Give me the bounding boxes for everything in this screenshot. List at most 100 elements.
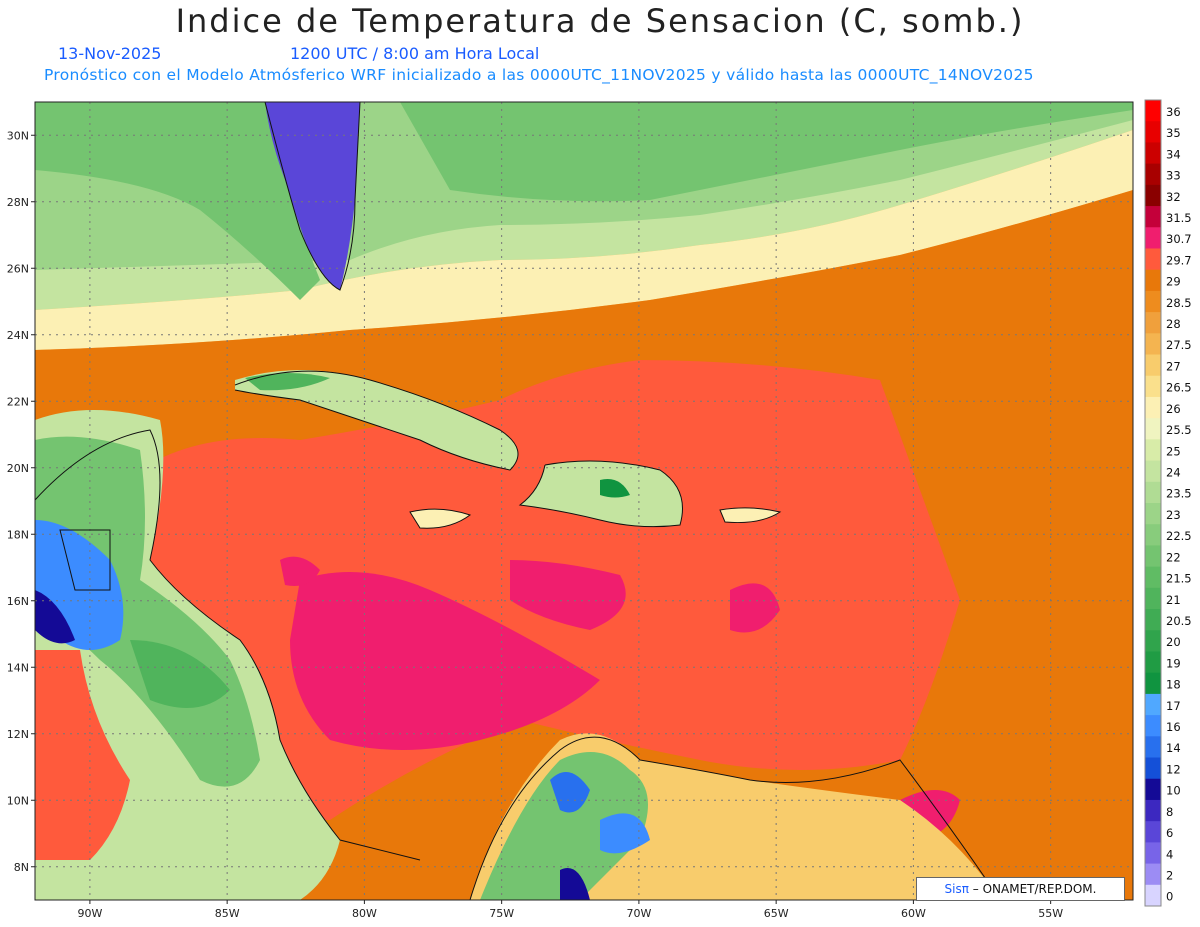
latitude-ticks: 30N 28N 26N 24N 22N 20N 18N 16N 14N 12N 10N 8N (7, 129, 35, 874)
lat-label: 14N (7, 661, 29, 674)
colorbar-swatch (1145, 587, 1161, 610)
colorbar-label: 35 (1166, 126, 1181, 140)
lon-label: 60W (901, 907, 926, 920)
colorbar-swatch (1145, 460, 1161, 483)
colorbar-swatch (1145, 778, 1161, 801)
colorbar-swatch (1145, 121, 1161, 143)
lat-label: 18N (7, 528, 29, 541)
colorbar-label: 28 (1166, 317, 1181, 331)
colorbar-swatch (1145, 354, 1161, 377)
lon-label: 90W (77, 907, 102, 920)
colorbar-label: 24 (1166, 465, 1181, 479)
credit-box: Sisπ – ONAMET/REP.DOM. (916, 877, 1125, 901)
colorbar-swatch (1145, 375, 1161, 398)
colorbar-label: 23 (1166, 508, 1181, 522)
colorbar-swatch (1145, 609, 1161, 631)
colorbar-swatch (1145, 184, 1161, 207)
colorbar-swatch (1145, 312, 1161, 334)
colorbar-label: 20.5 (1166, 614, 1192, 628)
colorbar-swatch (1145, 503, 1161, 525)
colorbar-label: 22 (1166, 550, 1181, 564)
colorbar-swatch (1145, 566, 1161, 589)
colorbar-label: 17 (1166, 699, 1181, 713)
colorbar-swatch (1145, 206, 1161, 228)
coastlines (34, 101, 1001, 901)
lon-label: 75W (489, 907, 514, 920)
colorbar-label: 31.5 (1166, 211, 1192, 225)
colorbar-label: 21.5 (1166, 572, 1192, 586)
map-field (35, 102, 1133, 900)
colorbar-swatch (1145, 736, 1161, 759)
colorbar-swatch (1145, 481, 1161, 504)
colorbar-swatch (1145, 842, 1161, 865)
colorbar-label: 34 (1166, 147, 1181, 161)
colorbar-label: 19 (1166, 656, 1181, 670)
lon-label: 70W (626, 907, 651, 920)
colorbar-label: 2 (1166, 868, 1173, 882)
colorbar-swatch (1145, 630, 1161, 652)
colorbar-swatch (1145, 163, 1161, 186)
lat-label: 8N (14, 861, 29, 874)
colorbar-swatch (1145, 227, 1161, 249)
colorbar-label: 4 (1166, 847, 1173, 861)
colorbar-label: 29 (1166, 275, 1181, 289)
colorbar-label: 26 (1166, 402, 1181, 416)
colorbar-label: 23.5 (1166, 487, 1192, 501)
colorbar-swatch (1145, 884, 1161, 907)
colorbar-label: 6 (1166, 826, 1173, 840)
colorbar-swatch (1145, 290, 1161, 313)
colorbar-label: 14 (1166, 741, 1181, 755)
colorbar-label: 36 (1166, 105, 1181, 119)
colorbar-label: 32 (1166, 190, 1181, 204)
colorbar-label: 26.5 (1166, 381, 1192, 395)
map-title: Indice de Temperatura de Sensacion (C, s… (175, 2, 1025, 40)
colorbar-swatch (1145, 439, 1161, 462)
colorbar-swatch (1145, 396, 1161, 419)
colorbar-label: 8 (1166, 805, 1173, 819)
forecast-time: 1200 UTC / 8:00 am Hora Local (290, 44, 540, 63)
sis-logo: Sisπ (944, 882, 969, 896)
colorbar-label: 25 (1166, 444, 1181, 458)
colorbar-swatch (1145, 545, 1161, 568)
colorbar-label: 21 (1166, 593, 1181, 607)
colorbar-swatch (1145, 524, 1161, 546)
colorbar-label: 12 (1166, 762, 1181, 776)
colorbar-swatch (1145, 100, 1161, 122)
lon-label: 80W (352, 907, 377, 920)
credit-text: – ONAMET/REP.DOM. (972, 882, 1097, 896)
colorbar-swatch (1145, 142, 1161, 165)
forecast-date: 13-Nov-2025 (58, 44, 162, 63)
lat-label: 26N (7, 262, 29, 275)
lon-label: 65W (764, 907, 789, 920)
colorbar-swatch (1145, 651, 1161, 674)
lon-label: 55W (1038, 907, 1063, 920)
lat-label: 16N (7, 595, 29, 608)
colorbar-label: 18 (1166, 678, 1181, 692)
longitude-ticks: 90W 85W 80W 75W 70W 65W 60W 55W (77, 900, 1063, 920)
colorbar-swatch (1145, 672, 1161, 695)
colorbar-swatch (1145, 269, 1161, 292)
colorbar-label: 27 (1166, 359, 1181, 373)
colorbar: 363534333231.530.729.72928.52827.52726.5… (1144, 99, 1192, 907)
colorbar-label: 10 (1166, 784, 1181, 798)
colorbar-label: 25.5 (1166, 423, 1192, 437)
colorbar-swatch (1145, 863, 1161, 886)
colorbar-swatch (1145, 799, 1161, 822)
colorbar-label: 29.7 (1166, 253, 1192, 267)
colorbar-swatch (1145, 757, 1161, 780)
colorbar-swatch (1145, 715, 1161, 737)
lon-label: 85W (215, 907, 240, 920)
colorbar-label: 27.5 (1166, 338, 1192, 352)
colorbar-label: 0 (1166, 890, 1173, 904)
colorbar-label: 28.5 (1166, 296, 1192, 310)
forecast-description: Pronóstico con el Modelo Atmósferico WRF… (44, 66, 1034, 84)
colorbar-swatch (1145, 418, 1161, 440)
lat-label: 30N (7, 129, 29, 142)
lat-label: 10N (7, 794, 29, 807)
colorbar-label: 20 (1166, 635, 1181, 649)
lat-label: 20N (7, 462, 29, 475)
colorbar-label: 22.5 (1166, 529, 1192, 543)
colorbar-swatch (1145, 693, 1161, 716)
lat-label: 22N (7, 395, 29, 408)
